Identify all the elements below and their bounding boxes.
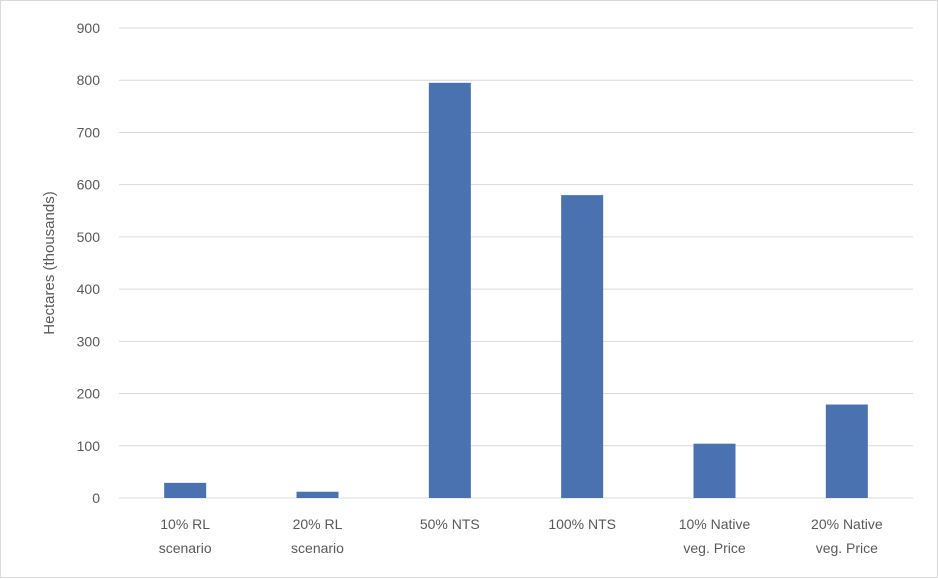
y-tick-label: 700 bbox=[77, 124, 101, 140]
y-tick-label: 900 bbox=[77, 20, 101, 36]
y-tick-label: 600 bbox=[77, 177, 101, 193]
y-tick-label: 400 bbox=[77, 281, 101, 297]
x-category-label: 50% NTS bbox=[420, 516, 480, 532]
bar bbox=[825, 404, 868, 498]
bar bbox=[561, 195, 604, 498]
x-category-label: 100% NTS bbox=[548, 516, 616, 532]
y-axis-label: Hectares (thousands) bbox=[41, 191, 58, 334]
x-axis-categories: 10% RL scenario 20% RL scenario 50% NTS 100% … bbox=[159, 516, 883, 556]
x-category-label: 20% Native veg. Price bbox=[811, 516, 883, 556]
x-category-label: 10% RL scenario bbox=[159, 516, 212, 556]
bar bbox=[693, 443, 736, 498]
bar bbox=[164, 482, 207, 498]
y-tick-label: 800 bbox=[77, 72, 101, 88]
y-tick-label: 100 bbox=[77, 438, 101, 454]
x-category-label: 10% Native veg. Price bbox=[679, 516, 751, 556]
y-tick-label: 500 bbox=[77, 229, 101, 245]
bars bbox=[164, 82, 868, 498]
gridlines bbox=[119, 27, 913, 499]
y-tick-label: 0 bbox=[92, 490, 100, 506]
bar bbox=[296, 491, 339, 498]
bar bbox=[428, 82, 471, 498]
y-tick-label: 200 bbox=[77, 386, 101, 402]
y-axis-ticks: 0 100 200 300 400 500 600 700 800 900 bbox=[77, 20, 101, 506]
x-category-label: 20% RL scenario bbox=[291, 516, 344, 556]
y-tick-label: 300 bbox=[77, 333, 101, 349]
